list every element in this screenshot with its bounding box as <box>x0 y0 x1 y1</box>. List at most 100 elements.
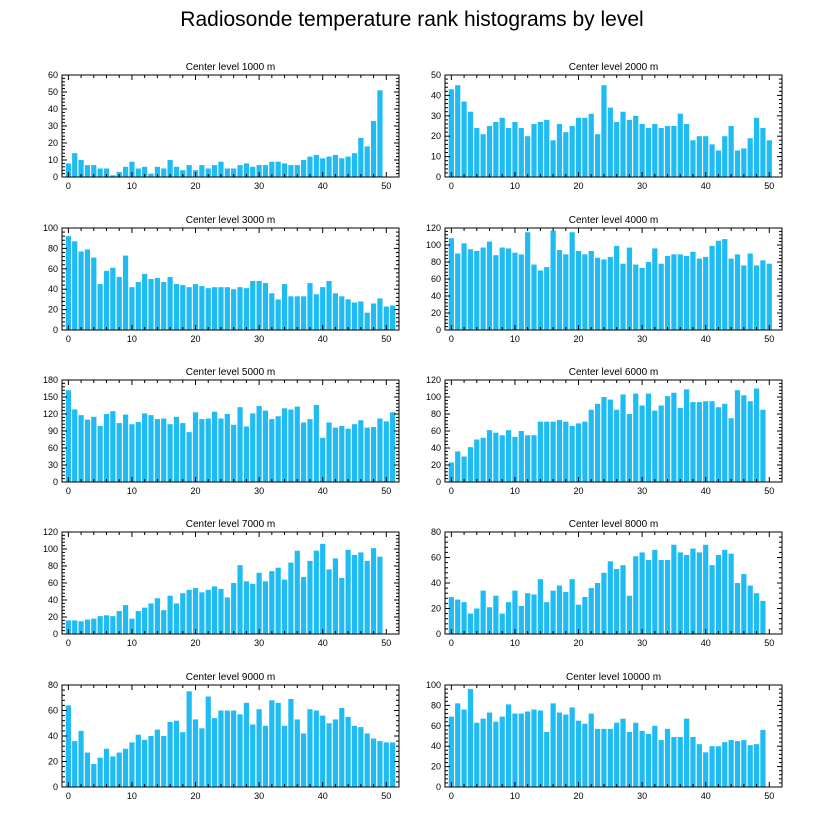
x-tick-label: 10 <box>510 486 520 496</box>
bar <box>275 567 281 634</box>
bar <box>288 296 294 330</box>
bar <box>690 140 696 177</box>
bar <box>607 107 613 177</box>
bar <box>493 595 499 634</box>
bar <box>722 549 728 634</box>
x-tick-label: 50 <box>381 486 391 496</box>
y-tick-label: 30 <box>431 111 441 121</box>
bar <box>455 599 461 634</box>
bar <box>332 154 339 177</box>
bar <box>110 616 116 634</box>
bar <box>231 289 237 330</box>
bar <box>326 723 332 787</box>
bar <box>269 571 275 634</box>
bar <box>722 136 728 177</box>
y-tick-label: 40 <box>431 90 441 100</box>
bar <box>480 590 486 634</box>
bar <box>493 121 499 177</box>
bar <box>595 403 601 482</box>
bar <box>448 597 454 634</box>
bar <box>205 168 211 177</box>
panel-title: Center level 6000 m <box>569 367 659 378</box>
x-tick-label: 40 <box>318 638 328 648</box>
bar <box>626 595 632 634</box>
bar <box>569 425 575 482</box>
bar <box>677 254 683 330</box>
y-tick-label: 0 <box>53 782 58 792</box>
bar <box>351 725 358 787</box>
bar <box>339 158 345 177</box>
bar <box>161 168 167 177</box>
bar <box>499 247 505 330</box>
x-tick-label: 0 <box>449 334 454 344</box>
bar <box>301 577 307 634</box>
bar <box>345 156 351 177</box>
bar <box>595 728 601 787</box>
bar <box>696 744 702 787</box>
bar <box>256 165 262 177</box>
bar <box>320 437 326 482</box>
bar <box>65 163 71 177</box>
bar <box>231 424 237 482</box>
bar <box>563 421 569 482</box>
x-tick-label: 40 <box>701 181 711 191</box>
y-tick-label: 0 <box>53 477 58 487</box>
y-tick-label: 20 <box>431 762 441 772</box>
bar <box>320 543 326 634</box>
bar <box>358 420 364 482</box>
bar <box>626 731 632 787</box>
bar <box>575 250 582 330</box>
y-tick-label: 60 <box>48 70 58 80</box>
bar <box>339 425 345 482</box>
bar <box>550 590 556 634</box>
bar <box>199 728 205 787</box>
bar <box>269 419 275 482</box>
bar <box>84 165 91 177</box>
bar <box>652 549 658 634</box>
bar <box>760 729 766 787</box>
bar <box>652 123 658 177</box>
bar <box>167 160 173 177</box>
x-tick-label: 20 <box>574 638 584 648</box>
bar <box>332 719 339 787</box>
y-tick-label: 0 <box>436 172 441 182</box>
bar <box>639 552 645 634</box>
bar <box>525 711 531 787</box>
bar <box>582 254 588 330</box>
bar <box>307 560 313 634</box>
bar <box>116 276 122 330</box>
y-tick-label: 20 <box>431 308 441 318</box>
bar <box>461 101 467 177</box>
bar <box>703 136 709 177</box>
bar <box>518 431 524 482</box>
bar <box>505 704 512 787</box>
bar <box>231 710 237 787</box>
bar <box>544 421 550 482</box>
bar <box>256 406 262 482</box>
bar <box>364 427 370 482</box>
bar <box>370 120 377 177</box>
x-tick-label: 10 <box>127 334 137 344</box>
bar <box>703 544 709 634</box>
bar <box>563 591 569 634</box>
bar <box>531 264 537 330</box>
bar <box>652 725 658 787</box>
bar <box>351 424 358 482</box>
y-tick-label: 10 <box>48 155 58 165</box>
bar <box>370 427 377 482</box>
bar <box>582 421 588 482</box>
bar <box>313 404 319 482</box>
bar <box>256 572 262 634</box>
y-tick-label: 60 <box>48 578 58 588</box>
x-tick-label: 50 <box>381 638 391 648</box>
bar <box>142 607 148 634</box>
panel-title: Center level 5000 m <box>186 367 276 378</box>
bar <box>135 168 141 177</box>
bar <box>129 618 135 634</box>
y-tick-label: 90 <box>48 426 58 436</box>
bar <box>135 611 141 634</box>
y-tick-label: 40 <box>48 595 58 605</box>
bar <box>505 602 512 635</box>
bar <box>709 401 715 482</box>
bar <box>588 250 594 330</box>
